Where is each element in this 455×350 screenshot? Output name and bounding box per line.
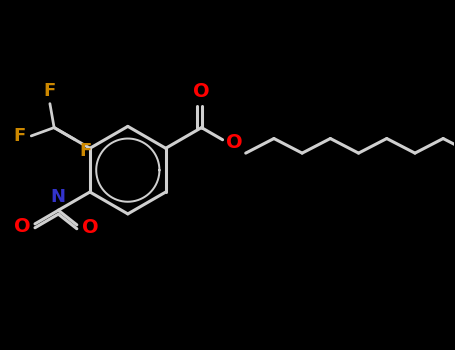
- Text: O: O: [193, 82, 210, 101]
- Text: O: O: [227, 133, 243, 152]
- Text: O: O: [82, 218, 98, 237]
- Text: F: F: [13, 127, 25, 145]
- Text: F: F: [79, 142, 91, 160]
- Text: F: F: [44, 82, 56, 100]
- Text: N: N: [51, 188, 66, 206]
- Text: O: O: [14, 217, 30, 236]
